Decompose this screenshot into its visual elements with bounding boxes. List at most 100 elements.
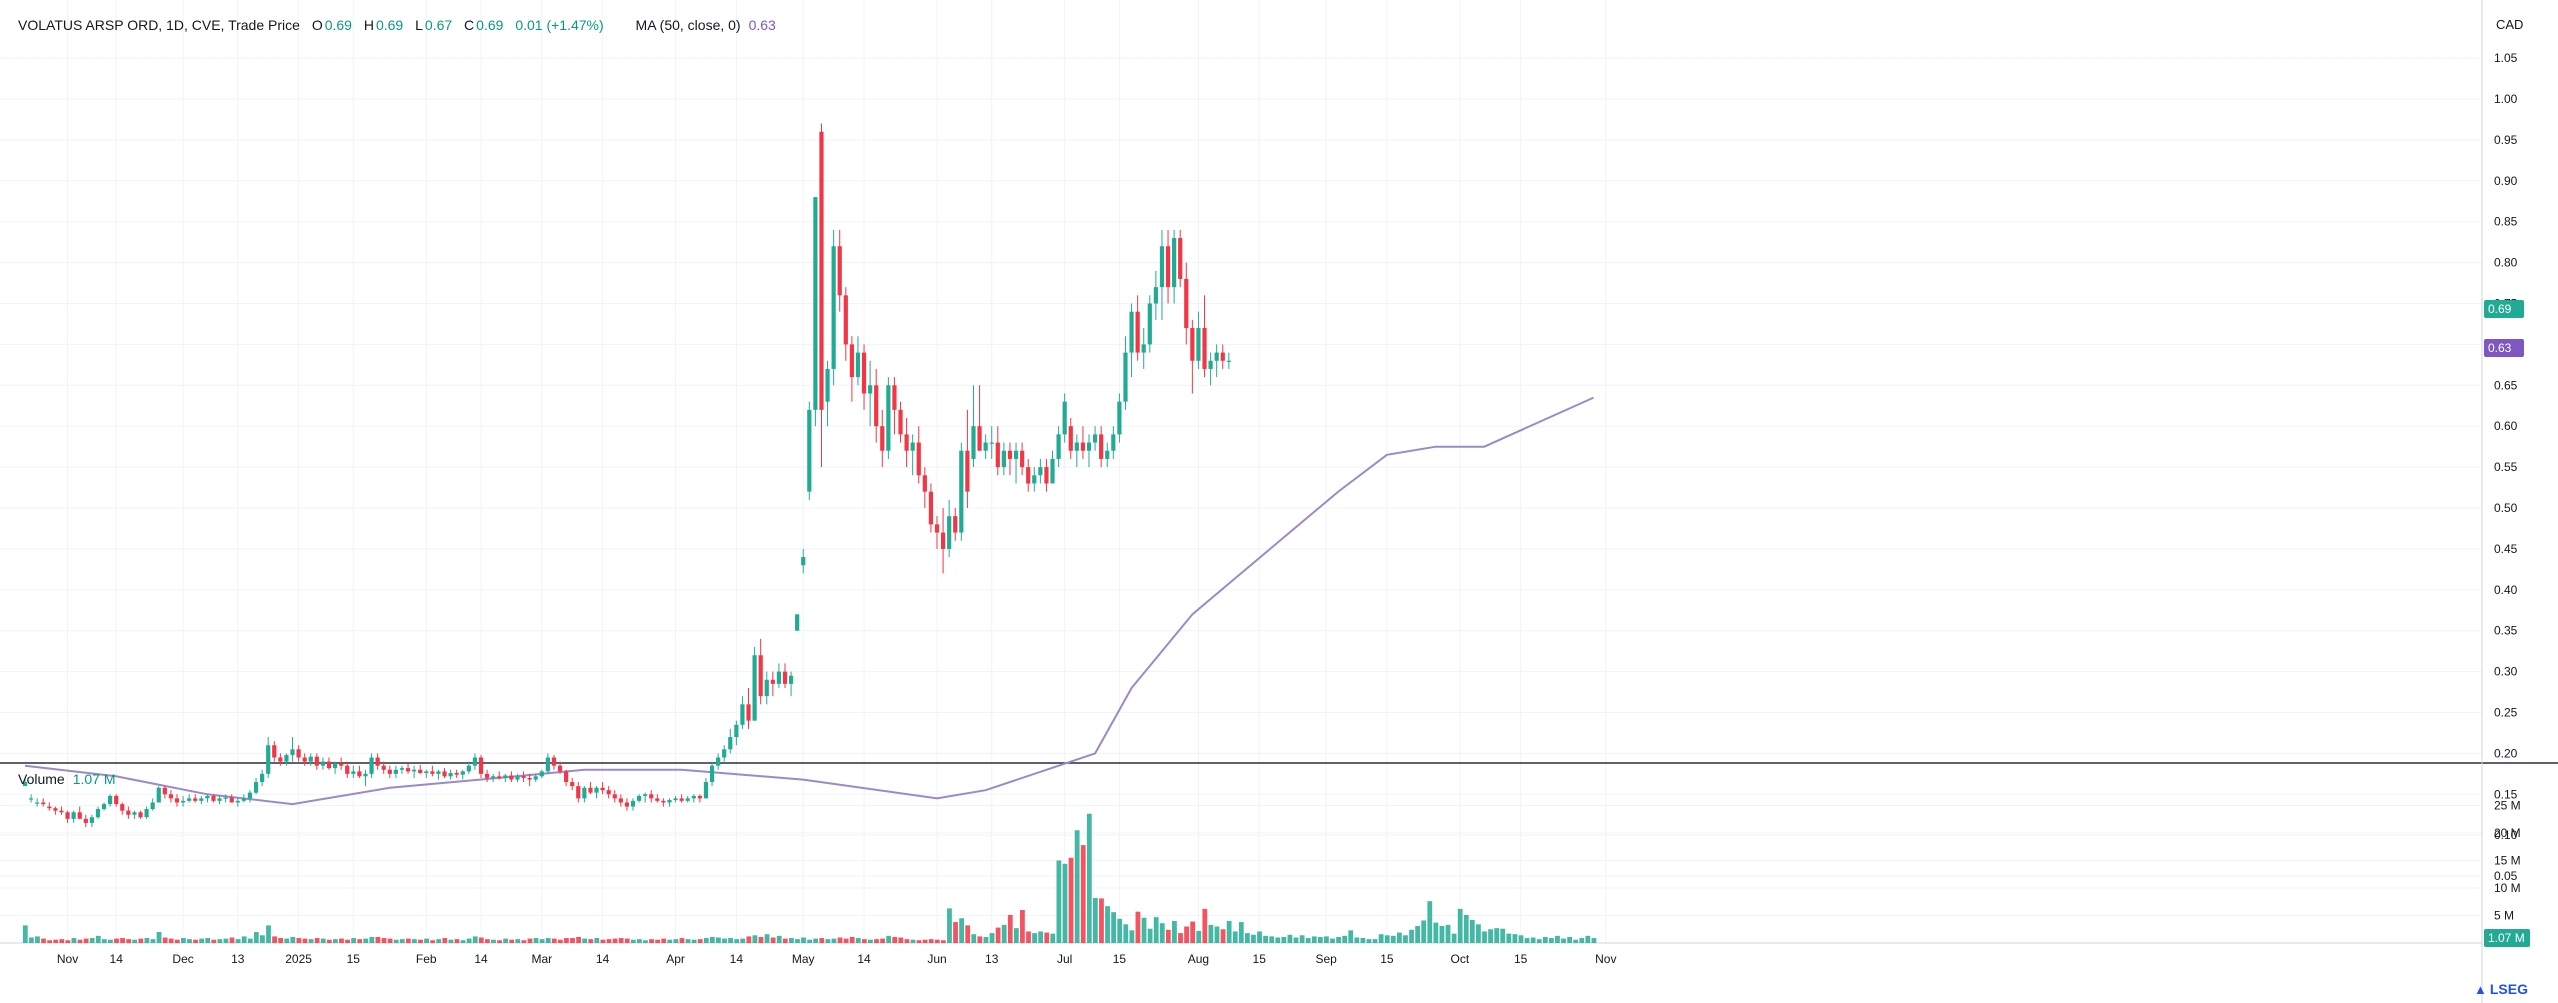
candle-body <box>594 787 599 793</box>
candle <box>661 798 666 807</box>
y-tick-label: 0.40 <box>2494 583 2518 597</box>
candle <box>412 765 417 778</box>
x-tick-label: 14 <box>857 952 871 966</box>
candle <box>813 197 818 427</box>
candle-body <box>667 800 672 803</box>
candle-body <box>643 794 648 796</box>
candle-body <box>570 782 575 787</box>
candle-body <box>983 442 988 451</box>
volume-bar <box>35 936 40 943</box>
volume-bar <box>1463 914 1469 943</box>
volume-bar <box>95 935 101 943</box>
candle <box>849 336 854 402</box>
close-value: 0.69 <box>476 17 504 33</box>
volume-bar <box>1494 928 1500 943</box>
volume-bar <box>782 938 788 943</box>
y-tick-label: 0.95 <box>2494 133 2518 147</box>
candle-body <box>418 769 423 774</box>
volume-bar <box>788 938 794 943</box>
volume-bar <box>1311 936 1317 943</box>
candle-body <box>995 442 1000 468</box>
volume-bar <box>144 938 150 943</box>
currency-label[interactable]: CAD <box>2496 17 2524 32</box>
volume-axis[interactable]: 25 M 20 M 15 M 10 M 5 M <box>2494 799 2521 923</box>
candle-body <box>332 763 338 769</box>
x-tick-label: 13 <box>985 952 999 966</box>
candle <box>940 508 946 574</box>
y-tick-label: 0.90 <box>2494 174 2518 188</box>
volume-bar <box>320 938 326 943</box>
candle-body <box>405 768 411 772</box>
volume-bar <box>1348 930 1354 943</box>
y-tick-label: 0.30 <box>2494 665 2518 679</box>
candle-body <box>819 131 824 410</box>
candle <box>114 794 119 807</box>
volume-bar <box>126 939 132 943</box>
volume-bar <box>728 938 733 943</box>
candle <box>795 614 800 631</box>
volume-bar <box>1299 935 1305 943</box>
volume-bar <box>910 939 916 943</box>
volume-bar <box>831 938 837 943</box>
symbol-title[interactable]: VOLATUS ARSP ORD, 1D, CVE, Trade Price <box>18 17 300 33</box>
y-tick-label: 0.80 <box>2494 256 2518 270</box>
candle <box>1007 442 1013 476</box>
volume-label[interactable]: Volume <box>18 771 65 787</box>
candle <box>363 769 368 787</box>
candle-body <box>770 679 775 684</box>
candle <box>679 794 684 803</box>
y-tick-label: 0.15 <box>2494 787 2518 801</box>
candle-body <box>722 749 727 758</box>
candle-body <box>484 773 490 778</box>
price-axis[interactable]: 1.051.000.950.900.850.800.750.700.650.60… <box>2494 51 2518 883</box>
candle-body <box>685 798 690 801</box>
candle <box>1032 467 1037 492</box>
candle-body <box>618 798 623 803</box>
candle <box>418 764 423 774</box>
volume-bar <box>983 936 989 943</box>
candle <box>1214 344 1219 378</box>
candle <box>460 769 465 780</box>
candle-body <box>345 765 350 774</box>
x-tick-label: 14 <box>110 952 124 966</box>
candle <box>1080 426 1086 459</box>
price-badge-bg <box>2484 300 2524 318</box>
volume-bar <box>849 936 855 943</box>
candle <box>807 401 812 500</box>
candle <box>180 795 186 807</box>
x-tick-label: Mar <box>531 952 552 966</box>
volume-bar <box>1159 923 1165 943</box>
candle <box>1105 442 1110 468</box>
y-tick-label: 0.05 <box>2494 869 2518 883</box>
volume-bar <box>1257 931 1262 943</box>
lseg-mark-icon: ▲ <box>2474 982 2487 997</box>
candle-body <box>193 798 198 801</box>
volume-value: 1.07 M <box>72 771 116 787</box>
candle <box>454 769 459 778</box>
volume-bar <box>71 938 77 943</box>
candle <box>861 344 867 410</box>
candle <box>1226 352 1231 369</box>
candle <box>174 794 180 807</box>
candle <box>922 467 927 508</box>
volume-bar <box>722 938 727 943</box>
candle <box>1038 458 1043 484</box>
candle <box>1020 442 1025 476</box>
candle <box>1153 270 1158 320</box>
volume-bar <box>1342 935 1348 943</box>
volume-bar <box>1518 935 1524 943</box>
candle-body <box>430 771 435 774</box>
candle <box>740 696 745 729</box>
time-axis[interactable]: Nov 14 Dec 13 2025 15 Feb 14 Mar 14 Apr 14 May 14 Jun 1… <box>57 952 1617 966</box>
candle-body <box>813 197 818 410</box>
candle-body <box>320 761 326 766</box>
volume-bar <box>588 939 594 943</box>
candle <box>308 753 313 766</box>
volume-bar <box>28 937 34 943</box>
ma-indicator-label[interactable]: MA (50, close, 0) <box>635 17 741 33</box>
candle-body <box>211 795 216 801</box>
candle-body <box>624 802 630 807</box>
candle <box>1190 319 1195 394</box>
volume-bar <box>1561 938 1566 943</box>
